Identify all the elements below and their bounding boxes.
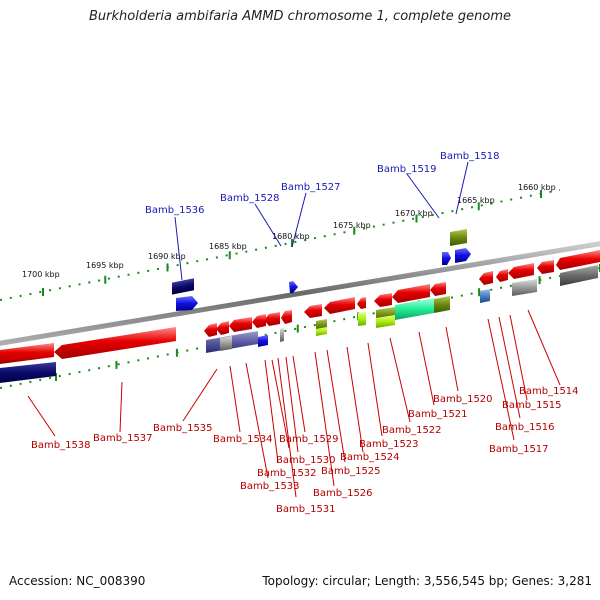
gene-label[interactable]: Bamb_1537 — [93, 433, 153, 444]
feature-gray-block — [560, 265, 598, 286]
feature-bamb-1519-arrow — [442, 252, 451, 265]
leader-lines — [27, 161, 561, 498]
feature-olive-block — [450, 229, 467, 246]
feature-gene-arrow — [264, 312, 280, 326]
feature-gene-arrow — [392, 284, 430, 303]
scale-labels: 1700 kbp 1695 kbp 1690 kbp 1685 kbp 1680… — [22, 183, 556, 279]
feature-gene-arrow — [0, 343, 54, 364]
feature-gene-arrow — [479, 271, 493, 285]
scale-label: 1700 kbp — [22, 270, 60, 279]
features-upper — [172, 229, 471, 311]
feature-bamb-1518-arrow — [455, 248, 471, 263]
chromosome-backbone — [0, 241, 600, 346]
feature-gene-arrow — [556, 250, 600, 270]
scale-label: 1665 kbp — [457, 196, 495, 205]
gene-label[interactable]: Bamb_1532 — [257, 468, 317, 479]
gene-label[interactable]: Bamb_1527 — [281, 182, 341, 193]
feature-gene-arrow — [537, 260, 554, 274]
scale-ring-inner — [0, 267, 600, 389]
gene-label[interactable]: Bamb_1526 — [313, 488, 373, 499]
feature-gene-arrow — [496, 269, 508, 282]
feature-gene-arrow — [374, 293, 392, 307]
feature-gene-arrow — [508, 263, 534, 279]
feature-gene-arrow — [430, 282, 446, 296]
gene-labels-bottom: Bamb_1538 Bamb_1537 Bamb_1535 Bamb_1534 … — [31, 386, 579, 515]
gene-label[interactable]: Bamb_1535 — [153, 423, 213, 434]
gene-label[interactable]: Bamb_1523 — [359, 439, 419, 450]
feature-navy-block — [0, 362, 56, 383]
topology-summary: Topology: circular; Length: 3,556,545 bp… — [262, 574, 592, 588]
feature-gene-arrow — [204, 323, 217, 337]
feature-gene-arrow — [216, 321, 229, 335]
feature-gene-arrow — [357, 297, 366, 309]
feature-bamb-1527-arrow — [289, 281, 298, 293]
gene-label[interactable]: Bamb_1522 — [382, 425, 442, 436]
gene-label[interactable]: Bamb_1534 — [213, 434, 273, 445]
feature-lime-block — [358, 312, 366, 326]
gene-label[interactable]: Bamb_1530 — [276, 455, 336, 466]
feature-gene-arrow — [229, 317, 252, 332]
scale-ticks-outer — [42, 190, 542, 296]
gene-labels-top: Bamb_1536 Bamb_1528 Bamb_1527 Bamb_1519 … — [145, 151, 500, 216]
scale-label: 1695 kbp — [86, 261, 124, 270]
feature-lime-block — [316, 327, 327, 336]
feature-gene-arrow — [281, 310, 292, 324]
gene-label[interactable]: Bamb_1533 — [240, 481, 300, 492]
gene-label[interactable]: Bamb_1514 — [519, 386, 579, 397]
feature-teal-block — [395, 298, 434, 320]
gene-label[interactable]: Bamb_1528 — [220, 193, 280, 204]
scale-label: 1660 kbp — [518, 183, 556, 192]
feature-gray-block — [512, 279, 537, 296]
gene-label[interactable]: Bamb_1524 — [340, 452, 400, 463]
gene-label[interactable]: Bamb_1525 — [321, 466, 381, 477]
scale-label: 1675 kbp — [333, 221, 371, 230]
scale-label: 1670 kbp — [395, 209, 433, 218]
gene-label[interactable]: Bamb_1519 — [377, 164, 437, 175]
feature-steel-block — [480, 289, 490, 303]
gene-label[interactable]: Bamb_1529 — [279, 434, 339, 445]
feature-gray-small — [280, 328, 284, 342]
gene-label[interactable]: Bamb_1515 — [502, 400, 562, 411]
feature-gene-arrow — [324, 297, 355, 314]
scale-label: 1680 kbp — [272, 232, 310, 241]
gene-label[interactable]: Bamb_1520 — [433, 394, 493, 405]
feature-lime-block — [376, 315, 395, 328]
gene-label[interactable]: Bamb_1517 — [489, 444, 549, 455]
feature-bamb-1536-arrow — [176, 296, 198, 311]
feature-gene-arrow — [54, 327, 176, 359]
feature-gene-arrow — [252, 314, 266, 328]
feature-olive-block — [434, 296, 450, 313]
map-title: Burkholderia ambifaria AMMD chromosome 1… — [88, 9, 512, 24]
scale-label: 1685 kbp — [209, 242, 247, 251]
feature-blue-block — [258, 335, 268, 347]
gene-label[interactable]: Bamb_1531 — [276, 504, 336, 515]
gene-label[interactable]: Bamb_1521 — [408, 409, 468, 420]
accession-label: Accession: NC_008390 — [9, 574, 146, 588]
features-forward — [0, 250, 600, 383]
feature-bamb-1536-navy — [172, 278, 194, 295]
gene-label[interactable]: Bamb_1516 — [495, 422, 555, 433]
scale-label: 1690 kbp — [148, 252, 186, 261]
feature-gray-block — [220, 336, 232, 351]
feature-gene-arrow — [304, 304, 322, 318]
gene-label[interactable]: Bamb_1536 — [145, 205, 205, 216]
gene-label[interactable]: Bamb_1538 — [31, 440, 91, 451]
gene-label[interactable]: Bamb_1518 — [440, 151, 500, 162]
